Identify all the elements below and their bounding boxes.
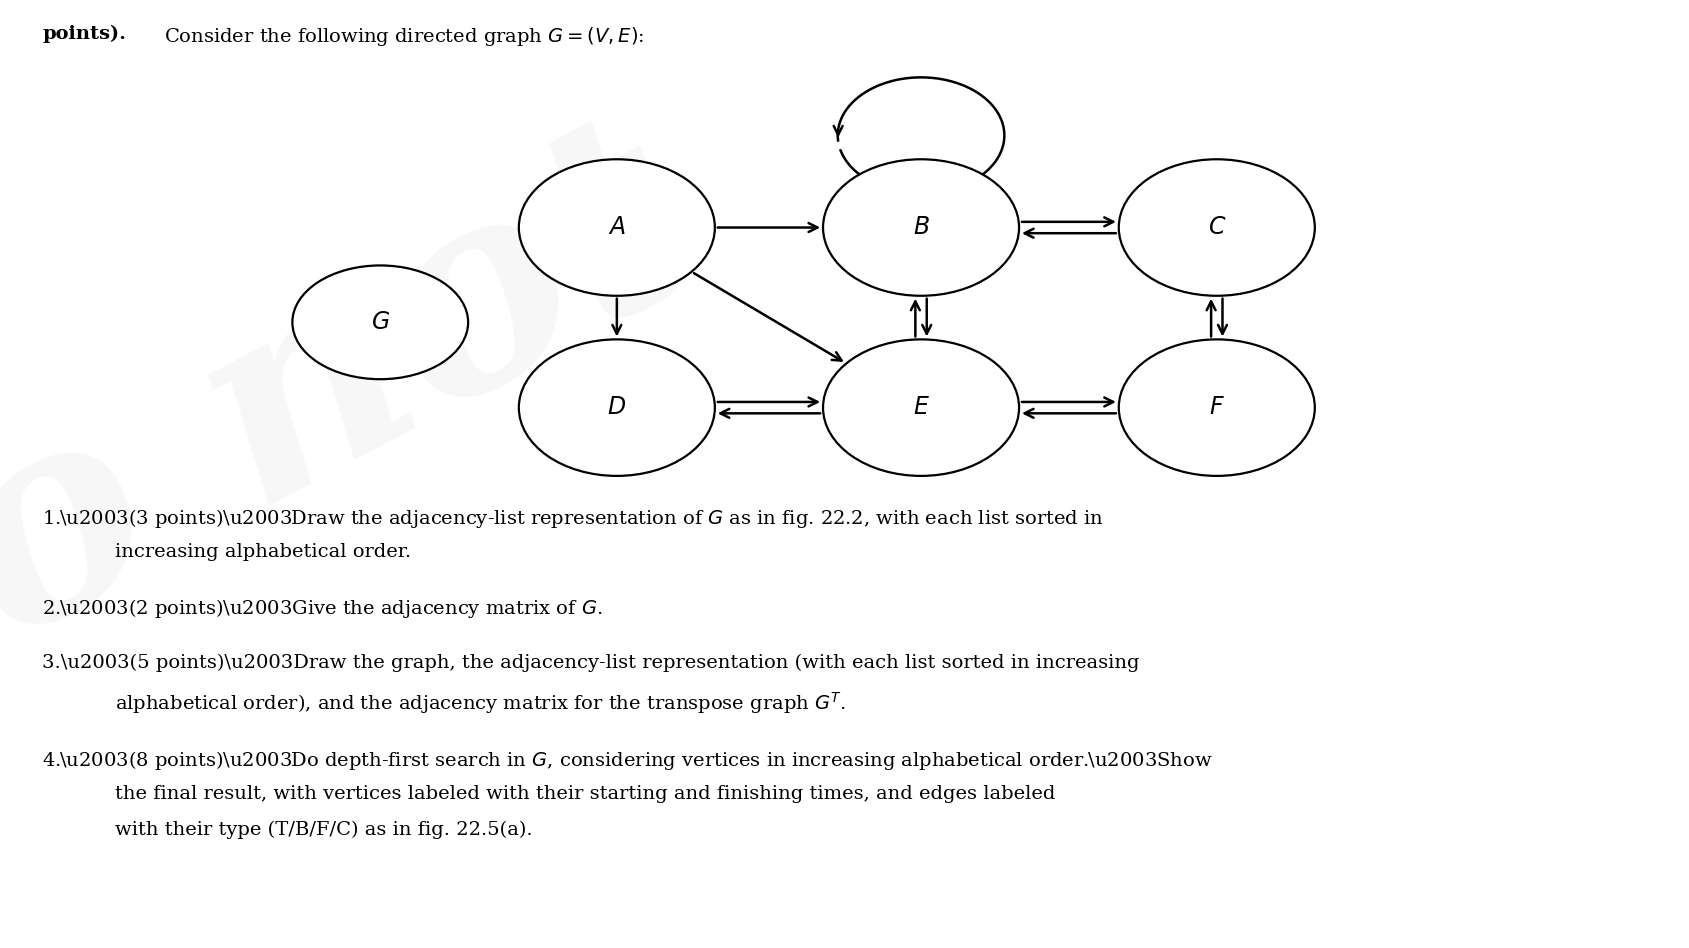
Text: $D$: $D$ — [606, 396, 627, 419]
Text: $C$: $C$ — [1208, 216, 1225, 239]
Ellipse shape — [1118, 159, 1314, 296]
Text: 1.\u2003(3 points)\u2003Draw the adjacency-list representation of $G$ as in fig.: 1.\u2003(3 points)\u2003Draw the adjacen… — [42, 507, 1103, 530]
Ellipse shape — [823, 339, 1018, 476]
Ellipse shape — [292, 265, 468, 379]
Ellipse shape — [519, 339, 714, 476]
Ellipse shape — [823, 159, 1018, 296]
Text: $G$: $G$ — [370, 311, 390, 334]
Text: $A$: $A$ — [608, 216, 625, 239]
Text: 2.\u2003(2 points)\u2003Give the adjacency matrix of $G$.: 2.\u2003(2 points)\u2003Give the adjacen… — [42, 597, 603, 620]
Text: the final result, with vertices labeled with their starting and finishing times,: the final result, with vertices labeled … — [115, 785, 1054, 803]
Ellipse shape — [519, 159, 714, 296]
Ellipse shape — [1118, 339, 1314, 476]
Text: do not: do not — [0, 84, 736, 788]
Text: points).: points). — [42, 25, 127, 43]
Text: 4.\u2003(8 points)\u2003Do depth-first search in $G$, considering vertices in in: 4.\u2003(8 points)\u2003Do depth-first s… — [42, 749, 1213, 772]
Text: Consider the following directed graph $G = (V, E)$:: Consider the following directed graph $G… — [164, 25, 644, 47]
Text: with their type (T/B/F/C) as in fig. 22.5(a).: with their type (T/B/F/C) as in fig. 22.… — [115, 821, 532, 839]
Text: $B$: $B$ — [912, 216, 929, 239]
Text: $F$: $F$ — [1208, 396, 1225, 419]
Text: $E$: $E$ — [912, 396, 929, 419]
Text: 3.\u2003(5 points)\u2003Draw the graph, the adjacency-list representation (with : 3.\u2003(5 points)\u2003Draw the graph, … — [42, 654, 1138, 672]
Text: alphabetical order), and the adjacency matrix for the transpose graph $G^T$.: alphabetical order), and the adjacency m… — [115, 690, 846, 716]
Text: increasing alphabetical order.: increasing alphabetical order. — [115, 543, 410, 561]
